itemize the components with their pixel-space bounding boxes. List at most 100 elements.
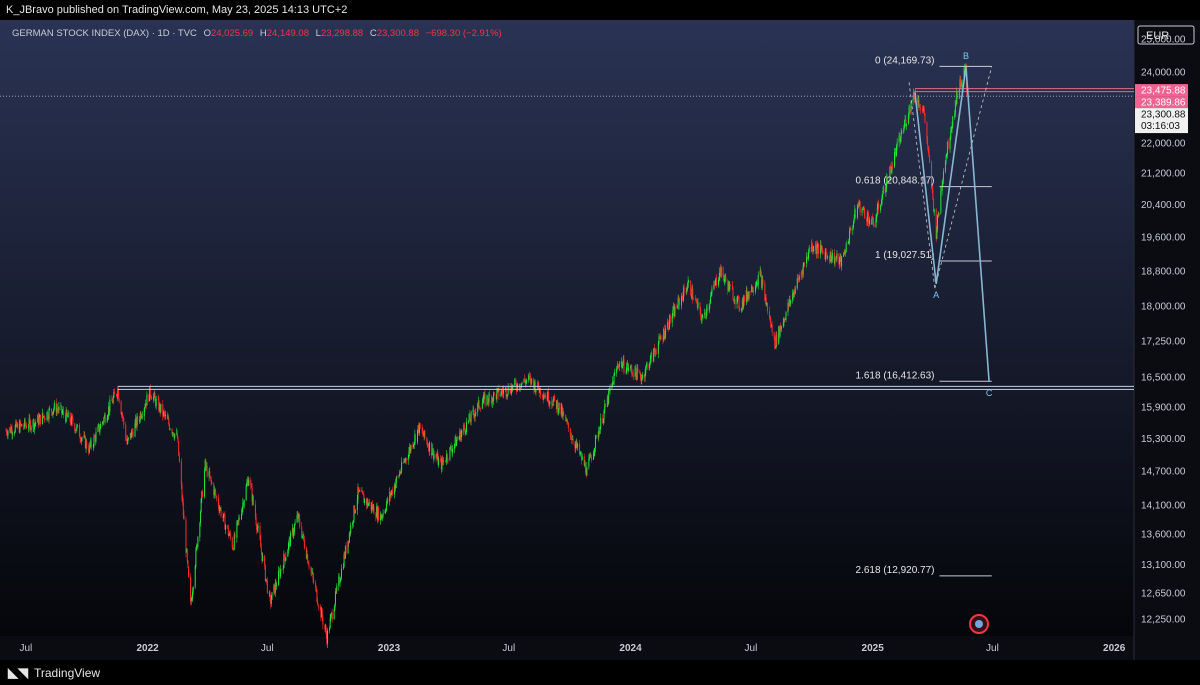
candle-773: [720, 265, 722, 279]
candle-132: [127, 435, 129, 445]
candle-471: [441, 455, 443, 472]
candle-49: [51, 408, 53, 417]
candle-333: [313, 573, 315, 585]
candle-61: [61, 409, 63, 416]
candle-609: [569, 427, 571, 441]
legend-low-label: L: [316, 28, 321, 39]
candle-807: [752, 287, 754, 293]
candle-449: [421, 424, 423, 434]
candle-247: [233, 532, 235, 551]
candle-734: [685, 288, 687, 294]
candle-662: [618, 364, 620, 369]
candle-818: [762, 275, 764, 286]
fib-level-label-2: 1 (19,027.51): [875, 250, 935, 261]
candle-293: [276, 581, 278, 590]
candle-780: [727, 280, 729, 293]
candle-321: [302, 531, 304, 540]
candle-473: [442, 457, 444, 466]
time-axis[interactable]: Jul 2022 Jul 2023 Jul 2024 Jul 2025 Jul 2026: [19, 643, 1125, 654]
candle-740: [690, 294, 692, 301]
candle-562: [525, 377, 527, 386]
candle-41: [43, 415, 45, 419]
candle-83: [81, 436, 83, 442]
price-badge-0: 23,475.88: [1135, 84, 1188, 97]
candle-755: [704, 309, 706, 320]
candle-948: [882, 184, 884, 195]
candle-367: [344, 545, 346, 560]
candle-211: [200, 497, 202, 513]
replay-icon[interactable]: [969, 614, 989, 634]
candle-675: [630, 363, 632, 374]
candle-401: [376, 502, 378, 521]
abc-wave-path[interactable]: [914, 66, 990, 382]
candle-391: [367, 498, 369, 508]
currency-label[interactable]: EUR: [1146, 30, 1169, 42]
candle-681: [635, 372, 637, 382]
candle-596: [557, 398, 559, 416]
candle-301: [284, 553, 286, 561]
candle-6: [10, 425, 12, 434]
candle-16: [20, 419, 22, 429]
candle-350: [329, 613, 331, 629]
candle-891: [830, 248, 832, 262]
candle-1004: [935, 208, 937, 242]
legend-low-value: 23,298.88: [321, 28, 363, 39]
candle-384: [361, 487, 363, 493]
candle-447: [418, 422, 420, 436]
legend-change: −698.30 (−2.91%): [426, 28, 502, 39]
candle-800: [746, 287, 748, 304]
candle-39: [41, 408, 43, 425]
candle-747: [696, 298, 698, 311]
candle-508: [475, 408, 477, 417]
candle-721: [673, 302, 675, 311]
time-axis-panel: [0, 636, 1134, 660]
candle-368: [345, 541, 347, 556]
candle-380: [357, 483, 359, 504]
candle-1027: [956, 87, 958, 107]
candle-820: [764, 294, 766, 305]
candle-224: [213, 482, 215, 499]
x-tick-label-9: 2026: [1103, 643, 1126, 654]
candle-14: [18, 419, 20, 434]
candle-762: [710, 291, 712, 297]
candle-303: [285, 552, 287, 562]
candle-928: [864, 208, 866, 219]
candle-157: [150, 394, 152, 401]
candle-794: [741, 307, 743, 313]
candle-915: [852, 219, 854, 229]
candle-992: [923, 105, 925, 116]
candle-684: [639, 369, 641, 375]
candle-842: [784, 318, 786, 320]
price-axis[interactable]: 25,000.00 24,000.00 22,000.00 21,200.00 20,4…: [1141, 34, 1186, 625]
candle-588: [549, 400, 551, 409]
candle-276: [260, 542, 262, 556]
y-tick-label-15: 13,100.00: [1141, 560, 1186, 571]
candle-686: [640, 374, 642, 385]
candle-526: [492, 397, 494, 402]
candle-204: [194, 564, 196, 590]
x-tick-label-6: Jul: [745, 643, 758, 654]
price-chart[interactable]: GERMAN STOCK INDEX (DAX) · 1D · TVC O24,…: [0, 20, 1200, 660]
currency-selector[interactable]: EUR: [1137, 25, 1195, 45]
candle-937: [872, 216, 874, 227]
candle-513: [479, 407, 481, 412]
candle-568: [530, 378, 532, 386]
candle-20: [24, 417, 26, 429]
candle-388: [364, 498, 366, 506]
candle-479: [449, 447, 451, 462]
candle-189: [180, 458, 182, 490]
x-tick-label-0: Jul: [19, 643, 32, 654]
fib-level-label-4: 2.618 (12,920.77): [856, 565, 935, 576]
candle-811: [756, 279, 758, 287]
candle-349: [329, 626, 331, 634]
candle-840: [783, 316, 785, 327]
candle-689: [643, 374, 645, 383]
candle-441: [413, 441, 415, 450]
candle-176: [168, 416, 170, 426]
candle-461: [432, 443, 434, 456]
candle-4: [9, 426, 11, 434]
candle-895: [834, 255, 836, 268]
candle-362: [340, 576, 342, 582]
